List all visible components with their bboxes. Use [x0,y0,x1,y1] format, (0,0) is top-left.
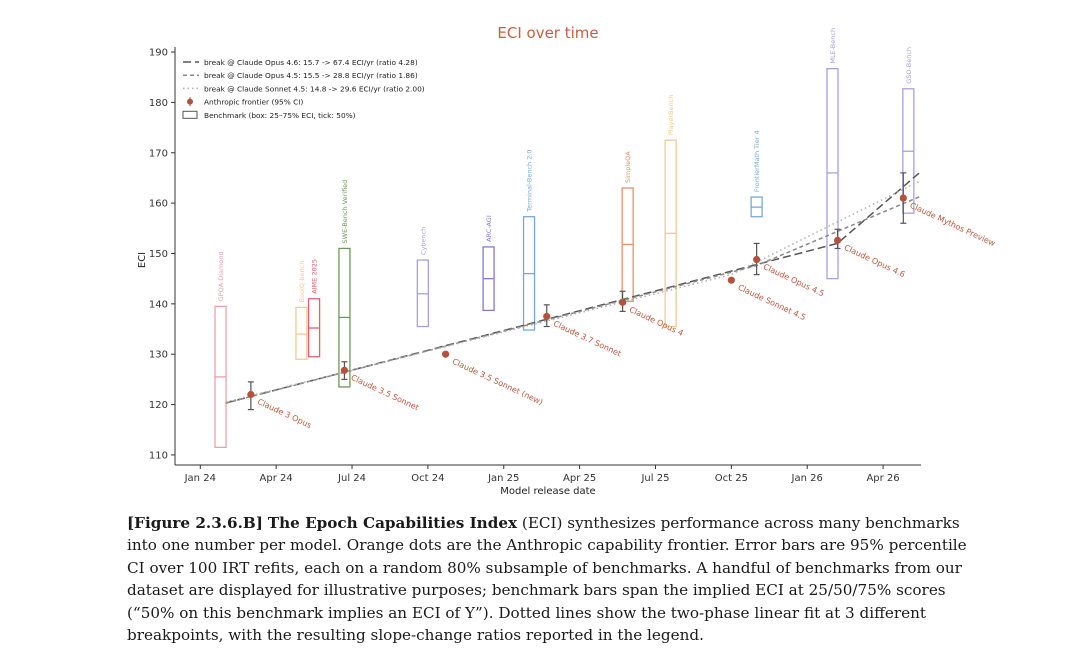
chart-title: ECI over time [497,24,598,42]
frontier-point-label: Claude 3 Opus [256,397,313,430]
frontier-point [833,236,842,244]
legend-label: Anthropic frontier (95% CI) [204,98,303,107]
x-tick-label: Jan 25 [487,473,519,484]
frontier-point [543,312,551,321]
figure-caption-body: (ECI) synthesizes performance across man… [127,514,967,645]
benchmark-label: GPQA Diamond [217,251,225,301]
benchmark-box [826,68,839,280]
frontier-point-label: Claude Sonnet 4.5 [736,283,807,322]
x-tick-label: Jul 24 [337,473,366,484]
benchmark-label: BoolQ-bench [298,261,306,303]
frontier-point [899,194,907,202]
frontier-point [247,390,255,399]
frontier-point-label: Claude 3.7 Sonnet [552,319,623,358]
y-tick-label: 130 [149,350,168,361]
benchmark-label: GSO-Bench [905,47,913,84]
legend-label: break @ Claude Opus 4.6: 15.7 -> 67.4 EC… [204,58,418,67]
benchmark-box [295,306,308,360]
frontier-point [727,276,735,284]
y-axis-label: ECI [137,252,148,268]
axes: 110 120 130 140 150 160 170 180 190 Jan 24 Apr 24 J… [149,47,921,484]
benchmark-label: SimpleQA [624,151,632,183]
legend-swatch-box [182,110,198,119]
benchmark-label: MLE-Bench [829,28,837,64]
legend: break @ Claude Opus 4.6: 15.7 -> 67.4 EC… [182,58,425,120]
benchmark-label: FrontierMath Tier 4 [753,130,761,192]
x-tick-label: Jan 26 [791,473,823,484]
x-tick-label: Jul 25 [640,473,669,484]
frontier-point [619,298,627,306]
frontier-point-label: Claude Mythos Preview [908,201,996,249]
x-axis-label: Model release date [500,486,595,497]
y-tick-label: 160 [149,199,168,210]
benchmark-label: PlayerBench [667,95,675,136]
legend-label: break @ Claude Opus 4.5: 15.5 -> 28.8 EC… [204,71,418,80]
benchmark-label: ARC-AGI [485,215,493,242]
frontier-point [441,350,450,358]
frontier-point-label: Claude 3.5 Sonnet (new) [451,357,545,407]
fit-line [225,179,922,403]
frontier-point [753,255,761,264]
benchmark-label: Terminal-Bench 2.0 [526,149,534,212]
y-tick-label: 150 [149,249,168,260]
y-tick-label: 180 [149,98,168,109]
x-tick-label: Apr 24 [260,473,293,484]
x-tick-label: Oct 24 [411,473,444,484]
benchmark-label: Cybench [419,227,427,255]
x-tick-label: Apr 26 [866,473,899,484]
x-tick-label: Apr 25 [563,473,596,484]
y-tick-label: 190 [149,48,168,59]
figure-caption: [Figure 2.3.6.B] The Epoch Capabilities … [127,512,972,646]
y-tick-label: 140 [149,299,168,310]
legend-label: break @ Claude Sonnet 4.5: 14.8 -> 29.6 … [204,84,425,93]
legend-label: Benchmark (box: 25–75% ECI, tick: 50%) [204,111,356,120]
frontier-point [340,366,349,374]
frontier-point-label: Claude Opus 4.5 [762,262,826,298]
benchmark-label: AIME 2025 [311,259,319,294]
y-tick-label: 120 [149,400,168,411]
legend-swatch-point [187,98,193,105]
eci-chart: ECI over time ECI Model release date 110… [137,24,997,497]
frontier-point-label: Claude 3.5 Sonnet [350,373,421,412]
x-tick-label: Oct 25 [715,473,748,484]
x-tick-label: Jan 24 [184,473,216,484]
benchmark-label: SWE-Bench Verified [341,180,349,244]
fit-line [225,195,922,404]
benchmark-boxes: GPQA Diamond BoolQ-bench AIME 2025 SWE-Benc… [214,28,915,449]
figure-label: [Figure 2.3.6.B] [127,514,263,532]
frontier-point-label: Claude Opus 4.6 [843,243,907,279]
figure-title: The Epoch Capabilities Index [267,514,518,532]
y-tick-label: 170 [149,148,168,159]
y-tick-label: 110 [149,450,168,461]
